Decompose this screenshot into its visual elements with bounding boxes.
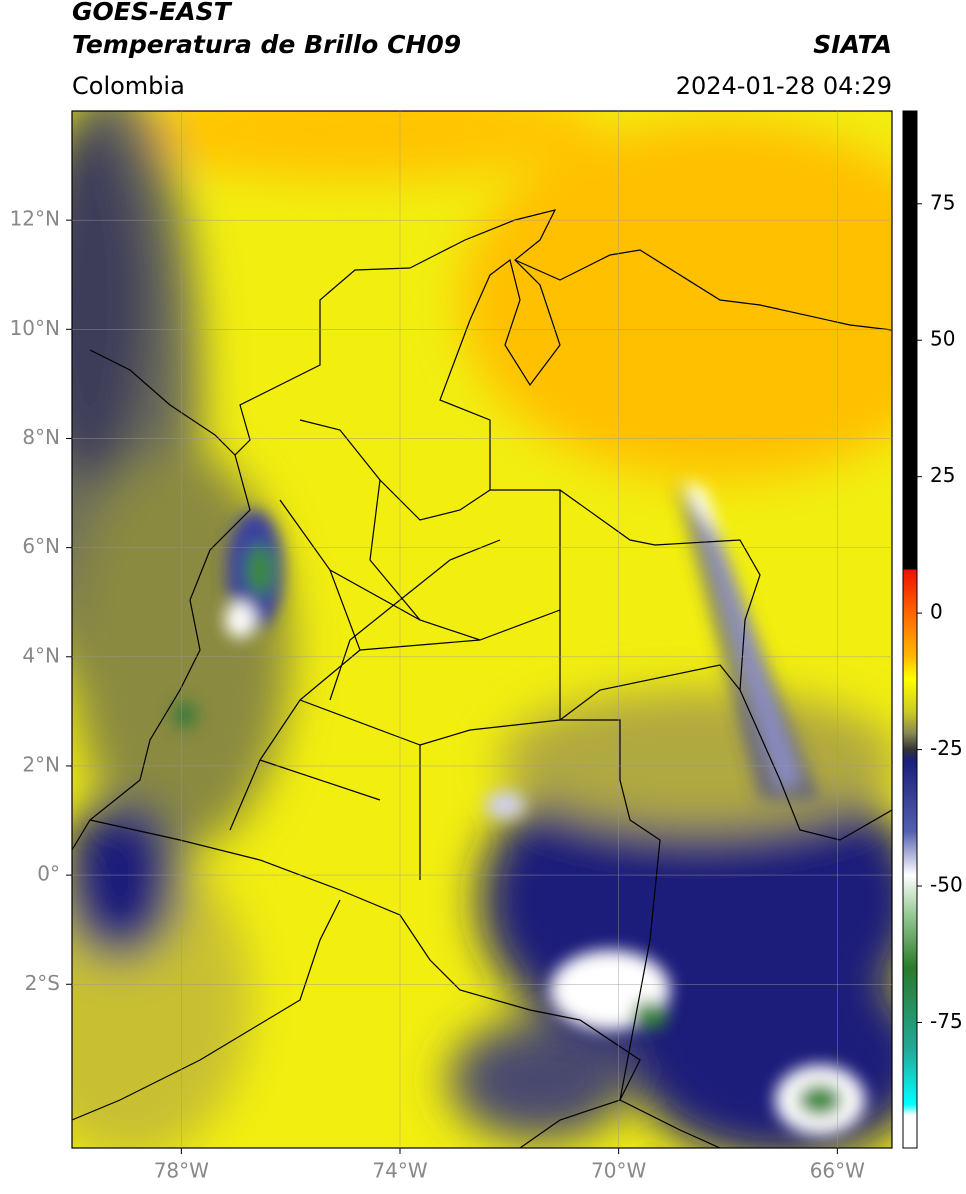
region: Colombia bbox=[72, 72, 185, 100]
colorbar-tick-label: 50 bbox=[930, 327, 955, 351]
x-tick-label: 78°W bbox=[154, 1159, 209, 1183]
y-tick-label: 8°N bbox=[22, 425, 60, 449]
colorbar-tick-label: -50 bbox=[930, 873, 963, 897]
colorbar-tick-label: 25 bbox=[930, 463, 955, 487]
title: GOES-EAST bbox=[72, 0, 233, 26]
y-tick-label: 2°S bbox=[25, 971, 60, 995]
borders bbox=[72, 209, 892, 1148]
colorbar-tick-label: -75 bbox=[930, 1009, 963, 1033]
y-tick-label: 6°N bbox=[22, 534, 60, 558]
satellite-image bbox=[72, 111, 892, 1148]
colorbar-tick-label: -25 bbox=[930, 736, 963, 760]
y-tick-label: 2°N bbox=[22, 752, 60, 776]
colorbar-tick-label: 0 bbox=[930, 600, 943, 624]
y-tick-label: 4°N bbox=[22, 643, 60, 667]
source: SIATA bbox=[813, 30, 892, 59]
datetime: 2024-01-28 04:29 bbox=[676, 72, 892, 100]
colorbar bbox=[902, 110, 918, 1149]
x-tick-label: 66°W bbox=[810, 1159, 865, 1183]
y-tick-label: 0° bbox=[37, 862, 60, 886]
y-tick-label: 10°N bbox=[10, 316, 60, 340]
colorbar-tick-label: 75 bbox=[930, 190, 955, 214]
subtitle: Temperatura de Brillo CH09 bbox=[72, 30, 461, 59]
y-tick-label: 12°N bbox=[10, 207, 60, 231]
map-frame bbox=[71, 110, 893, 1149]
x-tick-label: 70°W bbox=[591, 1159, 646, 1183]
x-tick-label: 74°W bbox=[372, 1159, 427, 1183]
